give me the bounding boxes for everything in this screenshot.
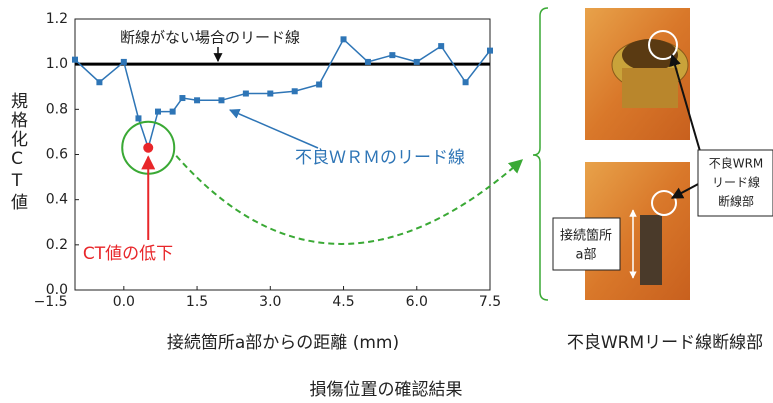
y-tick-label: 0.6: [46, 147, 68, 163]
data-point: [218, 97, 224, 103]
data-point: [365, 59, 371, 65]
x-tick-label: 3.0: [259, 294, 281, 310]
bracket: [533, 8, 548, 300]
y-tick-label: 0.8: [46, 101, 68, 117]
x-tick-label: 1.5: [186, 294, 208, 310]
data-point: [194, 97, 200, 103]
data-point: [487, 48, 493, 54]
page: {"chart_data": {"type": "line", "y_label…: [0, 0, 773, 403]
photo-caption: 不良WRMリード線断線部: [567, 333, 763, 353]
reference-label: 断線がない場合のリード線: [120, 29, 300, 47]
x-tick-label: 4.5: [332, 294, 354, 310]
y-tick-label: 1.0: [46, 56, 68, 72]
data-point: [292, 88, 298, 94]
x-tick-label: 7.5: [479, 294, 501, 310]
data-point: [438, 43, 444, 49]
y-tick-label: 0.4: [46, 192, 68, 208]
data-point: [414, 59, 420, 65]
data-point: [170, 109, 176, 115]
chart: 不良WRM リード線 断線部 接続箇所 a部 不良WRMリード線断線部 接続箇所…: [0, 0, 773, 403]
data-point: [267, 91, 273, 97]
x-tick-label: −1.5: [34, 294, 68, 310]
photo-label: 不良WRM: [709, 156, 764, 171]
data-point: [341, 36, 347, 42]
series-label: 不良ＷＲＭのリード線: [295, 148, 465, 168]
x-axis-label: 接続箇所a部からの距離 (mm): [167, 333, 399, 353]
photo-label: a部: [576, 248, 597, 263]
photo-label: 接続箇所: [560, 228, 612, 244]
data-point: [243, 91, 249, 97]
data-point: [135, 115, 141, 121]
data-point: [316, 81, 322, 87]
x-tick-label: 0.0: [113, 294, 135, 310]
link-arrow: [176, 156, 522, 244]
y-tick-label: 0.2: [46, 237, 68, 253]
data-point: [389, 52, 395, 58]
photo-label: リード線: [712, 175, 760, 190]
highlight-point: [143, 143, 153, 153]
data-point: [155, 109, 161, 115]
data-point: [72, 57, 78, 63]
highlight-label: CT値の低下: [83, 244, 173, 264]
y-tick-label: 1.2: [46, 11, 68, 27]
series-arrow: [230, 110, 318, 148]
x-tick-label: 6.0: [406, 294, 428, 310]
photo-detail: [622, 68, 678, 108]
photo-detail: [640, 215, 662, 285]
data-point: [463, 79, 469, 85]
caption: 損傷位置の確認結果: [310, 380, 463, 400]
photo-label: 断線部: [718, 194, 754, 209]
data-point: [179, 95, 185, 101]
data-point: [121, 59, 127, 65]
data-point: [96, 79, 102, 85]
series-line: [75, 39, 490, 147]
